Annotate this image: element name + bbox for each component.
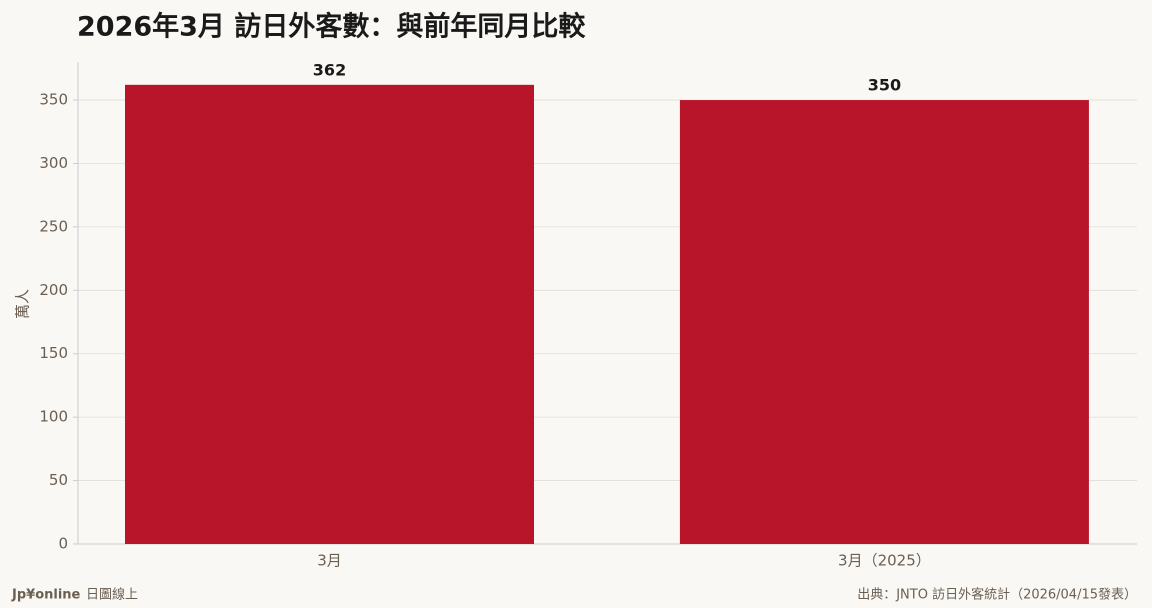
brand: Jp¥online xyxy=(11,588,81,603)
y-tick-label: 350 xyxy=(39,91,68,109)
y-tick-label: 200 xyxy=(39,281,68,299)
y-tick-label: 0 xyxy=(58,535,68,553)
value-label: 350 xyxy=(868,76,901,95)
x-tick-label: 3月 xyxy=(317,552,342,570)
y-tick-label: 250 xyxy=(39,217,68,235)
x-tick-label: 3月（2025） xyxy=(838,552,931,570)
y-axis-label: 萬人 xyxy=(14,289,32,319)
y-tick-label: 50 xyxy=(49,471,68,489)
y-tick-label: 150 xyxy=(39,344,68,362)
value-label: 362 xyxy=(313,60,346,79)
brand-sub: 日圖線上 xyxy=(86,587,138,603)
bar xyxy=(125,84,534,545)
source: 出典：JNTO 訪日外客統計（2026/04/15發表） xyxy=(857,587,1137,603)
y-tick-label: 100 xyxy=(39,408,68,426)
chart-title: 2026年3月 訪日外客數：與前年同月比較 xyxy=(77,11,586,43)
y-tick-label: 300 xyxy=(39,154,68,172)
bar xyxy=(679,100,1089,544)
